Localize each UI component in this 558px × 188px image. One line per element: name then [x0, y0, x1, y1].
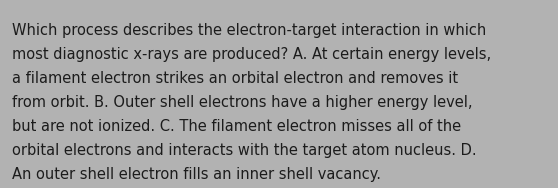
- Text: from orbit. B. Outer shell electrons have a higher energy level,: from orbit. B. Outer shell electrons hav…: [12, 95, 473, 110]
- Text: Which process describes the electron-target interaction in which: Which process describes the electron-tar…: [12, 23, 487, 38]
- Text: An outer shell electron fills an inner shell vacancy.: An outer shell electron fills an inner s…: [12, 167, 381, 182]
- Text: but are not ionized. C. The filament electron misses all of the: but are not ionized. C. The filament ele…: [12, 119, 461, 134]
- Text: most diagnostic x-rays are produced? A. At certain energy levels,: most diagnostic x-rays are produced? A. …: [12, 47, 492, 62]
- Text: a filament electron strikes an orbital electron and removes it: a filament electron strikes an orbital e…: [12, 71, 459, 86]
- Text: orbital electrons and interacts with the target atom nucleus. D.: orbital electrons and interacts with the…: [12, 143, 477, 158]
